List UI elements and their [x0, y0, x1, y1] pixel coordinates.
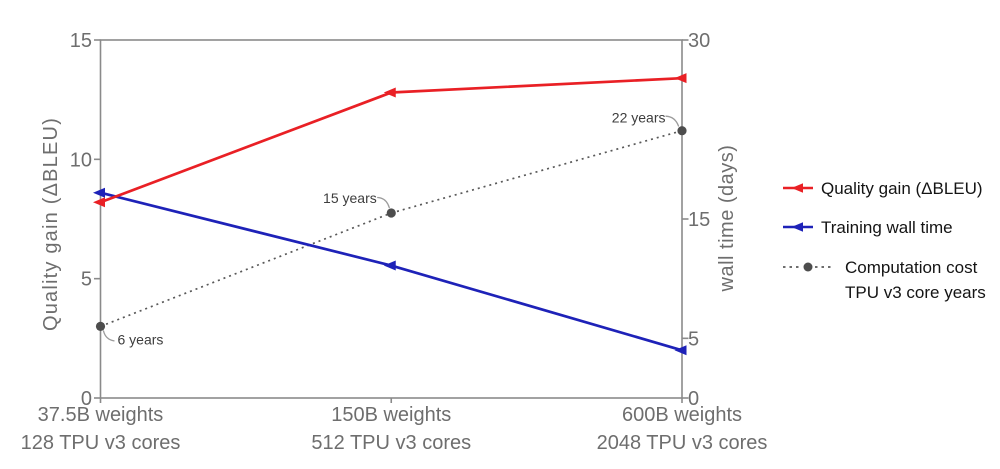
x-tick-label-cores: 128 TPU v3 cores	[21, 432, 181, 454]
legend-label-line-2: TPU v3 core years	[845, 283, 986, 302]
left-axis-title: Quality gain (ΔBLEU)	[40, 117, 62, 331]
right-axis-tick-label: 0	[688, 388, 699, 410]
annotation-label: 6 years	[118, 331, 164, 347]
legend-label: Training wall time	[821, 218, 953, 237]
axes-layer: 0 5 10 15 0 5 15 30 37.5B weights 128 TPU v3 core…	[21, 30, 768, 454]
left-axis-tick-label: 5	[81, 269, 92, 291]
right-axis-tick-label: 30	[688, 30, 710, 52]
annotation-label: 15 years	[323, 190, 377, 206]
x-tick-label-weights: 37.5B weights	[38, 404, 164, 426]
legend-label-line-1: Computation cost	[845, 258, 978, 277]
data-point-triangle	[383, 260, 396, 271]
series-line-gray_line	[100, 129, 683, 328]
left-axis-tick-label: 0	[81, 388, 92, 410]
data-point-triangle	[383, 87, 396, 98]
legend: Quality gain (ΔBLEU) Training wall time …	[783, 0, 1000, 469]
annotation-leader	[665, 115, 680, 127]
quality-gain-line-marker-icon	[783, 183, 813, 193]
x-tick-label-weights: 600B weights	[622, 404, 742, 426]
data-point-circle	[386, 208, 396, 218]
annotation-leader	[102, 330, 115, 342]
series-layer	[93, 73, 687, 356]
computation-cost-dotted-marker-icon	[783, 262, 833, 272]
left-axis-tick-label: 15	[70, 30, 92, 52]
x-tick-label-cores: 512 TPU v3 cores	[311, 432, 471, 454]
legend-item-training-wall-time: Training wall time	[783, 215, 953, 240]
data-point-circle	[677, 126, 687, 136]
annotation-leader	[377, 196, 390, 209]
legend-item-computation-cost: Computation cost TPU v3 core years	[783, 255, 986, 305]
right-axis-tick-label: 5	[688, 328, 699, 350]
data-point-triangle	[674, 345, 687, 356]
right-axis-title: wall time (days)	[716, 145, 738, 293]
series-line-red	[100, 76, 683, 204]
left-axis-tick-label: 10	[70, 149, 92, 171]
legend-label: Quality gain (ΔBLEU)	[821, 179, 983, 198]
right-axis-tick-label: 15	[688, 209, 710, 231]
x-tick-label-cores: 2048 TPU v3 cores	[597, 432, 768, 454]
training-wall-time-line-marker-icon	[783, 222, 813, 232]
data-point-triangle	[674, 73, 687, 84]
data-point-triangle	[93, 197, 105, 208]
data-point-circle	[95, 321, 106, 331]
annotations-layer: 6 years 15 years 22 years	[102, 110, 680, 347]
legend-item-quality-gain: Quality gain (ΔBLEU)	[783, 176, 983, 201]
data-point-triangle	[93, 187, 105, 198]
x-tick-label-weights: 150B weights	[331, 404, 451, 426]
annotation-label: 22 years	[612, 110, 666, 126]
